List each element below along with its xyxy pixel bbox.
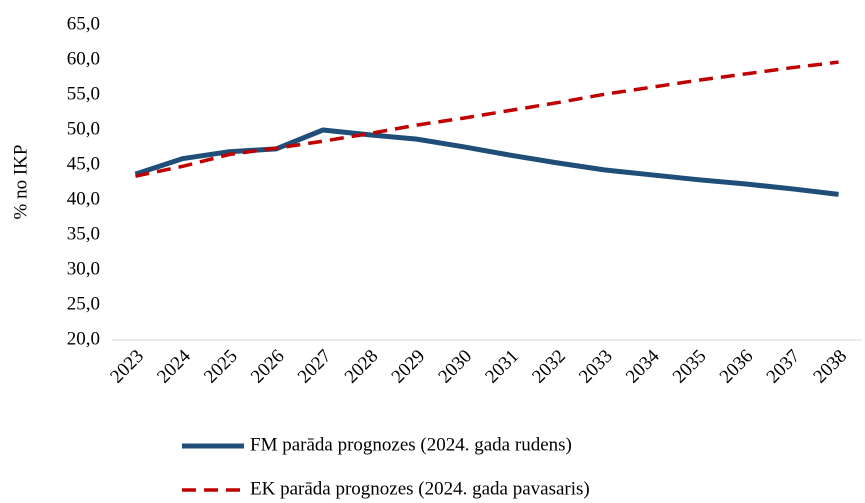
x-tick-label: 2036 [716, 346, 758, 388]
x-tick-label: 2038 [809, 346, 851, 388]
x-tick-label: 2028 [341, 346, 383, 388]
y-tick-label: 20,0 [67, 328, 100, 349]
y-tick-label: 25,0 [67, 293, 100, 314]
x-tick-label: 2035 [669, 346, 711, 388]
x-tick-label: 2027 [294, 346, 336, 388]
y-tick-label: 30,0 [67, 258, 100, 279]
y-tick-label: 40,0 [67, 188, 100, 209]
series-line [134, 127, 839, 197]
x-tick-label: 2031 [481, 346, 523, 388]
y-tick-label: 65,0 [67, 13, 100, 34]
x-tick-label: 2024 [153, 345, 195, 387]
x-tick-label: 2023 [106, 346, 148, 388]
y-axis-title: % no IKP [10, 145, 31, 220]
y-tick-label: 50,0 [67, 118, 100, 139]
x-tick-label: 2034 [622, 345, 664, 387]
y-tick-label: 45,0 [67, 153, 100, 174]
y-tick-label: 55,0 [67, 83, 100, 104]
legend-label: EK parāda prognozes (2024. gada pavasari… [250, 478, 590, 499]
x-tick-label: 2030 [434, 346, 476, 388]
x-tick-label: 2025 [200, 346, 242, 388]
x-tick-label: 2026 [247, 346, 289, 388]
x-tick-label: 2029 [388, 346, 430, 388]
legend-label: FM parāda prognozes (2024. gada rudens) [250, 434, 572, 455]
y-tick-label: 35,0 [67, 223, 100, 244]
x-tick-label: 2032 [528, 346, 570, 388]
series-line [135, 60, 839, 178]
x-tick-label: 2037 [763, 346, 805, 388]
x-tick-label: 2033 [575, 346, 617, 388]
y-tick-label: 60,0 [67, 48, 100, 69]
